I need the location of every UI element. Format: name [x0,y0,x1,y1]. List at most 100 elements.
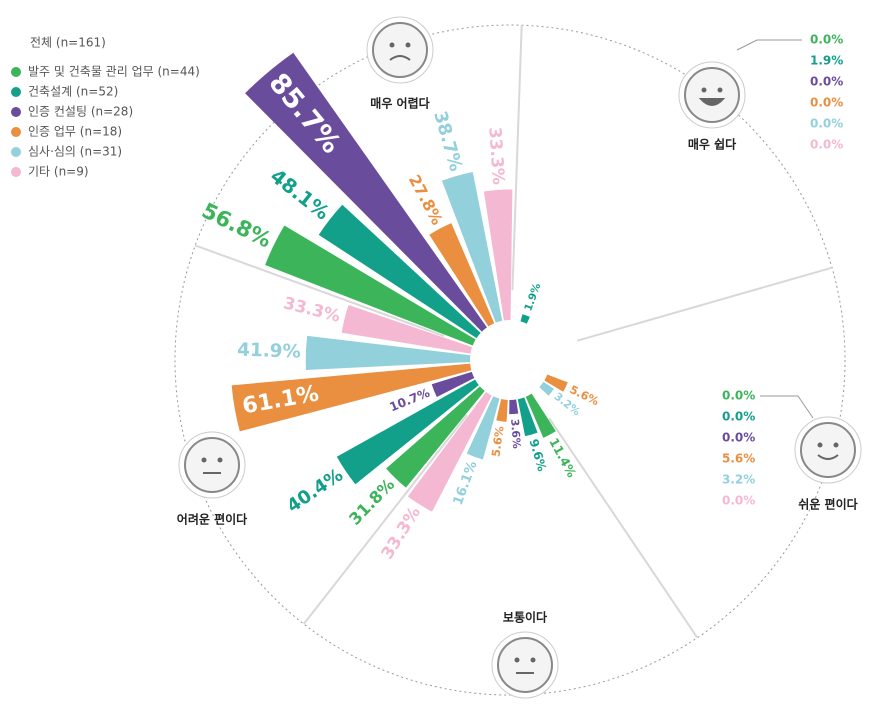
bar [305,335,471,370]
list-value: 1.9% [810,54,843,68]
data-label: 33.3% [485,127,508,186]
data-label: 31.8% [345,475,398,529]
list-value: 0.0% [722,494,755,508]
legend-marker [11,147,21,157]
legend-title: 전체 (n=161) [30,36,106,50]
data-label: 33.3% [282,293,343,325]
bar [318,204,481,339]
data-label: 33.3% [377,503,424,562]
category-label: 쉬운 편이다 [798,497,857,512]
face [684,67,740,123]
sector-line [302,414,468,625]
bar [336,379,479,485]
sector-line [577,266,833,342]
eye [833,442,839,448]
bar [245,52,487,332]
eye [817,442,823,448]
data-label: 1.9% [522,281,543,313]
bar [512,320,519,321]
data-label: 5.6% [489,425,506,457]
data-label: 56.8% [198,198,276,253]
mouth [389,55,411,61]
eye [717,87,723,93]
eye [530,657,536,663]
face [800,422,856,478]
bar [231,363,472,432]
bar [544,374,568,392]
bar [517,397,538,437]
face [184,437,240,493]
data-label: 40.4% [283,465,347,517]
data-label: 38.7% [429,109,465,174]
category-label: 어려운 편이다 [177,512,247,527]
sector-line [511,25,523,291]
face-icon [794,416,862,484]
sector-line [548,417,699,639]
eye [514,657,520,663]
list-value: 0.0% [722,431,755,445]
legend-label: 건축설계 (n=52) [28,85,118,99]
data-label: 41.9% [237,339,301,362]
list-value: 0.0% [810,33,843,47]
list-value: 0.0% [810,138,843,152]
bar [525,393,556,438]
bar [386,386,485,488]
face-icon [366,16,434,84]
bar [483,189,513,321]
legend-marker [11,107,21,117]
list-value: 5.6% [722,452,755,466]
bar [466,396,500,460]
bar [441,171,503,323]
legend-label: 인증 업무 (n=18) [28,125,122,139]
bar [431,371,475,397]
legend-label: 인증 컨설팅 (n=28) [28,105,133,119]
legend-label: 심사·심의 (n=31) [28,145,122,159]
category-label: 보통이다 [503,610,547,625]
list-value: 0.0% [722,410,755,424]
bar [520,314,530,324]
list-value: 0.0% [810,96,843,110]
bar [509,399,519,415]
callout-line [736,39,802,51]
bar [528,324,534,328]
bar [535,329,541,334]
bar [265,225,476,346]
legend-marker [11,127,21,137]
face [497,637,553,693]
mouth [817,454,839,460]
bar [341,305,473,354]
data-label: 11.4% [546,436,578,480]
eye [201,457,207,463]
list-value: 0.0% [810,75,843,89]
eye [701,87,707,93]
list-value: 0.0% [810,117,843,131]
legend-label: 기타 (n=9) [28,165,89,179]
legend-marker [11,67,21,77]
list-value: 3.2% [722,473,755,487]
eye [405,42,411,48]
bar [539,381,554,396]
legend-marker [11,87,21,97]
data-label: 9.6% [527,437,550,473]
bar [545,341,549,349]
eye [217,457,223,463]
face-icon [678,61,746,129]
face [372,22,428,78]
data-label: 48.1% [266,164,334,224]
bar [548,349,550,357]
bar [547,366,550,373]
data-label: 3.6% [508,418,523,449]
mouth [698,98,726,106]
bar [533,388,539,393]
legend-marker [11,167,21,177]
bar [541,334,545,341]
category-label: 매우 쉽다 [688,137,736,152]
face-icon [178,431,246,499]
list-value: 0.0% [722,389,755,403]
callout-line [760,395,814,419]
bar [407,392,492,512]
outer-ring [174,24,846,696]
bar [496,399,508,422]
eye [389,42,395,48]
